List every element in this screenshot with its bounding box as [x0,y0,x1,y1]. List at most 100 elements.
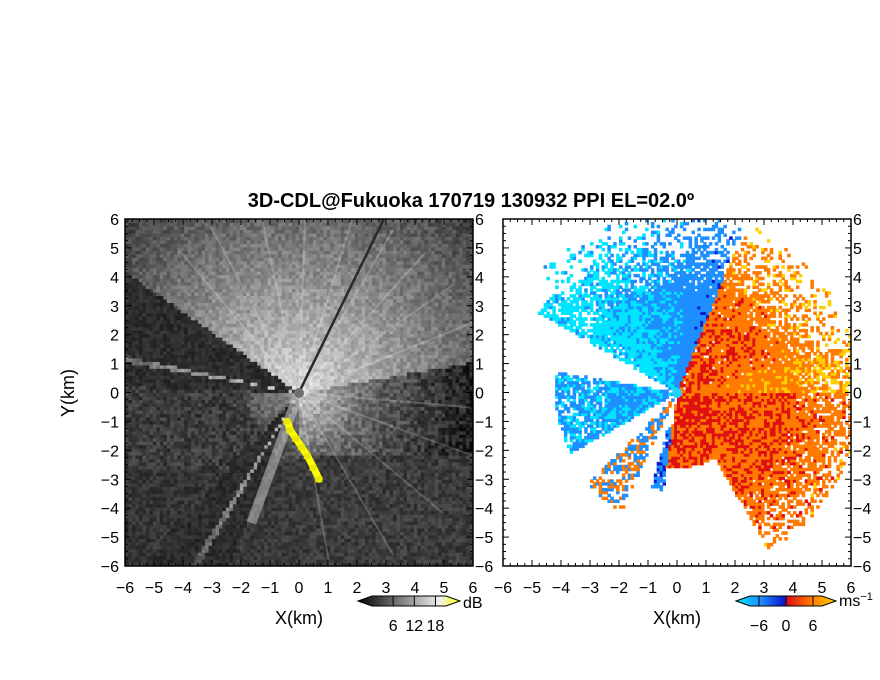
intensity-cell [333,461,338,466]
intensity-cell [309,472,314,477]
intensity-cell [205,531,210,536]
intensity-cell [340,437,345,442]
intensity-cell [285,399,290,404]
intensity-cell [142,441,147,446]
intensity-cell [180,448,185,453]
intensity-cell [438,514,443,519]
intensity-cell [264,409,269,414]
intensity-cell [389,409,394,414]
intensity-cell [145,455,150,460]
intensity-cell [138,545,143,550]
intensity-cell [347,402,352,407]
intensity-cell [288,458,293,463]
intensity-cell [156,437,161,442]
intensity-cell [337,503,342,508]
intensity-cell [410,489,415,494]
intensity-cell [337,399,342,404]
intensity-cell [319,430,324,435]
intensity-cell [152,396,157,401]
intensity-cell [347,423,352,428]
intensity-cell [138,559,143,564]
intensity-cell [431,507,436,512]
intensity-cell [243,503,248,508]
intensity-cell [330,420,335,425]
intensity-cell [333,434,338,439]
intensity-cell [156,479,161,484]
intensity-cell [410,531,415,536]
intensity-cell [215,455,220,460]
intensity-cell [309,441,314,446]
intensity-cell [257,399,262,404]
intensity-cell [267,399,272,404]
intensity-cell [413,531,418,536]
intensity-cell [386,406,391,411]
intensity-cell [229,423,234,428]
intensity-cell [149,416,154,421]
intensity-cell [420,531,425,536]
intensity-cell [365,472,370,477]
intensity-cell [274,541,279,546]
intensity-cell [469,465,473,470]
intensity-cell [344,520,349,525]
intensity-cell [319,399,324,404]
intensity-cell [438,507,443,512]
intensity-cell [142,552,147,557]
intensity-cell [156,427,161,432]
intensity-cell [333,555,338,560]
intensity-cell [323,455,328,460]
intensity-cell [399,503,404,508]
intensity-cell [372,413,377,418]
intensity-cell [452,524,457,529]
intensity-cell [281,475,286,480]
intensity-cell [455,500,460,505]
intensity-cell [132,434,137,439]
intensity-cell [462,437,467,442]
intensity-cell [424,545,429,550]
intensity-cell [299,524,304,529]
intensity-cell [246,555,251,560]
intensity-cell [393,493,398,498]
intensity-cell [208,545,213,550]
intensity-cell [441,420,446,425]
intensity-cell [236,465,241,470]
intensity-cell [448,448,453,453]
intensity-cell [365,548,370,553]
intensity-cell [431,465,436,470]
intensity-cell [253,468,258,473]
intensity-cell [229,545,234,550]
intensity-cell [319,548,324,553]
intensity-cell [462,562,467,566]
intensity-cell [142,402,147,407]
intensity-cell [274,472,279,477]
intensity-cell [413,524,418,529]
intensity-cell [215,468,220,473]
intensity-cell [382,507,387,512]
intensity-cell [145,538,150,543]
intensity-cell [441,520,446,525]
intensity-cell [135,468,140,473]
intensity-cell [145,465,150,470]
intensity-cell [246,448,251,453]
intensity-cell [205,468,210,473]
intensity-cell [149,486,154,491]
intensity-cell [351,562,356,566]
intensity-cell [173,451,178,456]
intensity-cell [191,545,196,550]
intensity-cell [448,413,453,418]
intensity-cell [319,514,324,519]
intensity-cell [354,489,359,494]
intensity-cell [396,517,401,522]
intensity-cell [222,458,227,463]
intensity-cell [187,479,192,484]
intensity-cell [306,409,311,414]
intensity-cell [191,399,196,404]
intensity-cell [281,493,286,498]
intensity-cell [434,472,439,477]
intensity-cell [361,413,366,418]
intensity-cell [125,430,130,435]
intensity-cell [170,541,175,546]
intensity-cell [441,448,446,453]
intensity-cell [149,500,154,505]
intensity-cell [285,541,290,546]
intensity-cell [403,531,408,536]
